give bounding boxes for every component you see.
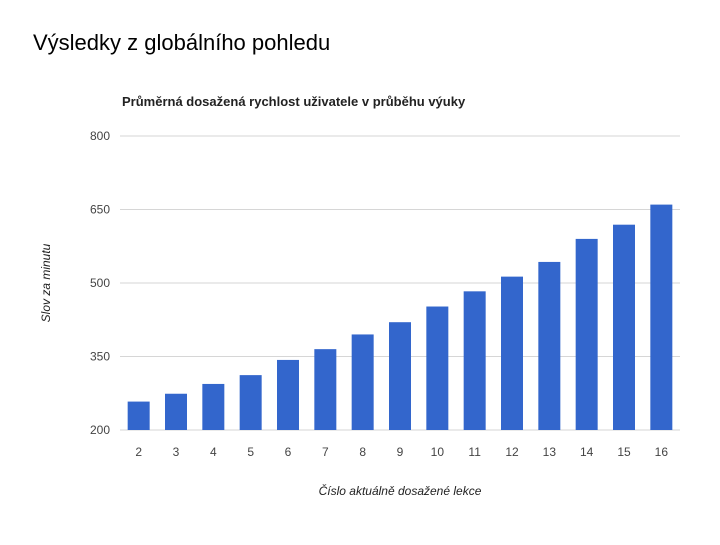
y-axis-label: Slov za minutu	[39, 243, 53, 322]
slide-title: Výsledky z globálního pohledu	[33, 30, 331, 55]
x-tick-label: 16	[655, 445, 669, 459]
x-tick-label: 11	[468, 445, 481, 459]
x-axis-label: Číslo aktuálně dosažené lekce	[319, 483, 482, 498]
bar-lesson-12	[501, 276, 523, 430]
x-tick-label: 15	[617, 445, 631, 459]
y-tick-label: 350	[90, 350, 110, 364]
y-tick-label: 500	[90, 276, 110, 290]
x-tick-label: 5	[247, 445, 254, 459]
y-tick-label: 800	[90, 129, 110, 143]
bar-lesson-14	[575, 238, 598, 430]
x-tick-labels: 2 3 4 5 6 7 8 9 10 11 12 13 14 15 16	[135, 445, 668, 459]
x-tick-label: 12	[505, 445, 519, 459]
bar-lesson-6	[277, 359, 299, 430]
x-tick-label: 7	[322, 445, 329, 459]
bar-lesson-2	[127, 401, 150, 430]
bar-lesson-11	[463, 291, 486, 430]
bar-lesson-7	[314, 349, 337, 430]
x-tick-label: 10	[431, 445, 445, 459]
x-tick-label: 2	[135, 445, 142, 459]
bar-lesson-10	[426, 306, 449, 430]
bar-lesson-15	[613, 224, 635, 430]
x-tick-label: 6	[285, 445, 292, 459]
x-tick-label: 9	[397, 445, 404, 459]
bar-lesson-4	[202, 383, 225, 430]
x-tick-label: 3	[173, 445, 180, 459]
bar-lesson-5	[239, 375, 262, 430]
bar-lesson-9	[389, 322, 411, 430]
bar-lesson-3	[165, 393, 187, 430]
y-tick-label: 200	[90, 423, 110, 437]
chart-bars	[127, 204, 673, 430]
y-tick-label: 650	[90, 203, 110, 217]
x-tick-label: 14	[580, 445, 594, 459]
chart-title: Průměrná dosažená rychlost uživatele v p…	[122, 94, 466, 109]
x-tick-label: 13	[543, 445, 557, 459]
x-tick-label: 8	[359, 445, 366, 459]
y-tick-labels: 200 350 500 650 800	[90, 129, 110, 437]
bar-lesson-13	[538, 261, 561, 430]
bar-lesson-16	[650, 204, 673, 430]
bar-lesson-8	[351, 334, 374, 430]
x-tick-label: 4	[210, 445, 217, 459]
